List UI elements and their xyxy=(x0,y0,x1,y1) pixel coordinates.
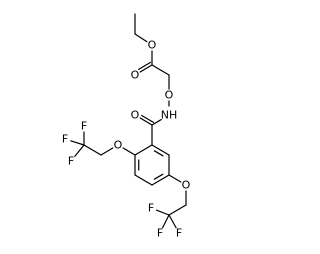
bond xyxy=(134,144,153,156)
atom-label: NH xyxy=(161,109,178,122)
atom-label: F xyxy=(62,133,68,146)
bond xyxy=(168,214,177,229)
bond xyxy=(134,174,153,186)
bond xyxy=(139,117,153,126)
aromatic-bond xyxy=(153,173,164,180)
bond xyxy=(162,214,170,229)
atom-label: O xyxy=(114,139,123,152)
atom-label: F xyxy=(68,155,74,168)
atom-label: F xyxy=(148,202,154,215)
atom-label: F xyxy=(176,227,182,240)
double-bond xyxy=(138,61,152,70)
bond xyxy=(151,144,170,156)
bond xyxy=(151,64,170,76)
bond xyxy=(83,144,102,156)
bond xyxy=(168,174,182,183)
bond xyxy=(155,209,170,216)
atom-label: F xyxy=(81,120,87,133)
atom-label: O xyxy=(131,69,140,82)
bond xyxy=(168,204,187,216)
bond xyxy=(139,64,153,73)
bond xyxy=(70,140,85,146)
bond xyxy=(134,33,148,43)
aromatic-bond xyxy=(153,150,164,157)
page: {"molecule": {"labels": ["O", "O", "O", … xyxy=(61,13,191,240)
bond xyxy=(151,118,162,126)
atom-label: O xyxy=(165,89,174,102)
atom-label: F xyxy=(157,227,163,240)
bond xyxy=(151,174,170,186)
bond xyxy=(100,147,114,156)
bond xyxy=(74,144,85,157)
double-bond xyxy=(141,114,155,124)
bond xyxy=(122,147,136,156)
atom-label: O xyxy=(148,39,157,52)
atom-label: O xyxy=(131,109,140,122)
atom-label: O xyxy=(182,179,191,192)
